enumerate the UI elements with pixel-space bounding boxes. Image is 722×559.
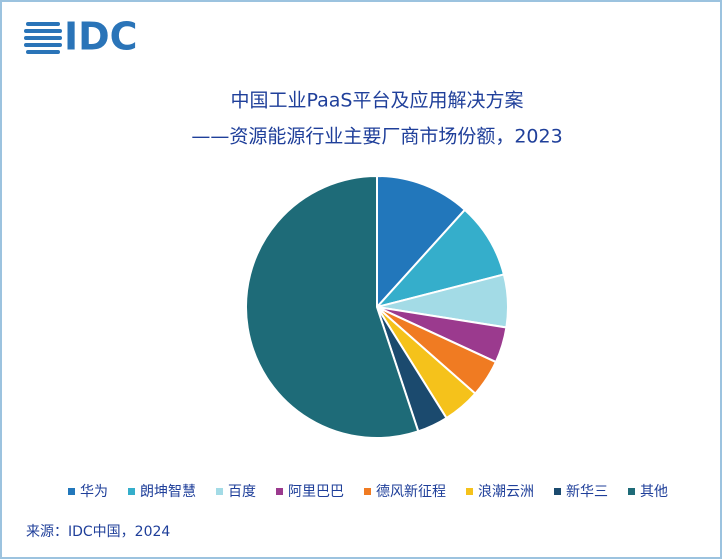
legend: 华为 朗坤智慧 百度 阿里巴巴 德风新征程 浪潮云洲 新华三 其他 bbox=[68, 484, 668, 500]
source: 来源：IDC中国，2024 bbox=[26, 524, 170, 540]
legend-label: 德风新征程 bbox=[376, 484, 446, 500]
pie bbox=[245, 174, 509, 439]
pie-slice bbox=[376, 174, 467, 310]
legend-label: 浪潮云洲 bbox=[478, 484, 534, 500]
legend-swatch bbox=[128, 488, 135, 495]
legend-label: 新华三 bbox=[566, 484, 608, 500]
legend-label: 其他 bbox=[640, 484, 668, 500]
legend-label: 华为 bbox=[80, 484, 108, 500]
legend-label: 阿里巴巴 bbox=[288, 484, 344, 500]
legend-swatch bbox=[216, 488, 223, 495]
logo-globe bbox=[24, 22, 62, 54]
pie-slice bbox=[245, 174, 420, 439]
legend-swatch bbox=[68, 488, 75, 495]
legend-swatch bbox=[628, 488, 635, 495]
legend-swatch bbox=[364, 488, 371, 495]
legend-swatch bbox=[466, 488, 473, 495]
legend-label: 百度 bbox=[228, 484, 256, 500]
pie-slice bbox=[374, 208, 506, 309]
chart-subtitle: ——资源能源行业主要厂商市场份额，2023 bbox=[191, 126, 562, 148]
chart-title: 中国工业PaaS平台及应用解决方案 bbox=[231, 90, 524, 112]
legend-label: 朗坤智慧 bbox=[140, 484, 196, 500]
legend-swatch bbox=[554, 488, 561, 495]
logo-text: IDC bbox=[64, 15, 138, 59]
legend-swatch bbox=[276, 488, 283, 495]
